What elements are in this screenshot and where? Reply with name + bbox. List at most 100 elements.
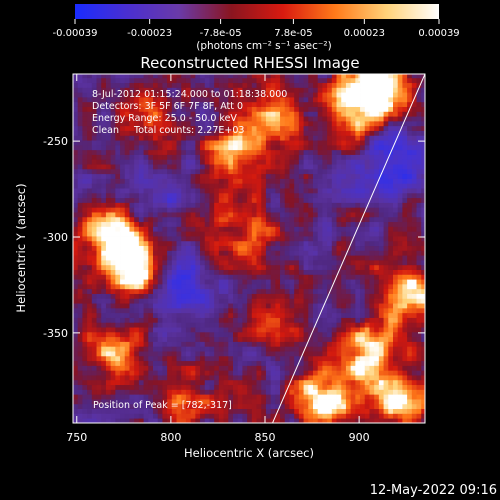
heatmap-cell: [120, 178, 126, 184]
heatmap-cell: [364, 125, 370, 131]
heatmap-cell: [171, 231, 177, 237]
heatmap-cell: [289, 418, 295, 423]
heatmap-cell: [204, 221, 210, 227]
heatmap-cell: [350, 303, 356, 309]
heatmap-cell: [289, 116, 295, 122]
heatmap-cell: [82, 164, 88, 170]
heatmap-cell: [280, 346, 286, 352]
heatmap-cell: [181, 303, 187, 309]
heatmap-cell: [280, 303, 286, 309]
heatmap-cell: [96, 159, 102, 165]
heatmap-cell: [388, 327, 394, 333]
heatmap-cell: [73, 130, 79, 136]
heatmap-cell: [233, 283, 239, 290]
heatmap-cell: [120, 327, 126, 333]
heatmap-cell: [256, 197, 262, 203]
heatmap-cell: [171, 403, 177, 410]
heatmap-cell: [298, 240, 304, 247]
heatmap-cell: [270, 384, 276, 390]
heatmap-cell: [185, 283, 192, 290]
heatmap-cell: [110, 384, 116, 390]
heatmap-cell: [157, 365, 163, 371]
heatmap-cell: [162, 207, 168, 213]
heatmap-cell: [181, 192, 187, 199]
heatmap-cell: [181, 226, 187, 232]
heatmap-cell: [195, 365, 201, 371]
heatmap-cell: [336, 274, 342, 280]
heatmap-cell: [190, 399, 196, 405]
heatmap-cell: [200, 82, 206, 88]
heatmap-cell: [157, 360, 163, 366]
heatmap-cell: [275, 116, 281, 122]
heatmap-cell: [308, 226, 314, 232]
heatmap-cell: [124, 307, 130, 314]
heatmap-cell: [378, 236, 384, 242]
heatmap-cell: [345, 346, 352, 352]
heatmap-cell: [129, 288, 135, 294]
heatmap-cell: [176, 274, 182, 280]
heatmap-cell: [176, 327, 182, 333]
heatmap-cell: [369, 144, 375, 151]
heatmap-cell: [185, 370, 192, 376]
heatmap-cell: [120, 288, 126, 294]
heatmap-cell: [167, 399, 173, 405]
heatmap-cell: [364, 264, 370, 270]
heatmap-cell: [388, 74, 394, 79]
heatmap-cell: [383, 74, 389, 79]
heatmap-cell: [378, 250, 384, 256]
heatmap-cell: [280, 240, 286, 247]
heatmap-cell: [157, 149, 163, 155]
heatmap-cell: [148, 231, 154, 237]
heatmap-cell: [96, 370, 102, 376]
heatmap-cell: [364, 336, 370, 342]
heatmap-cell: [73, 418, 79, 423]
heatmap-cell: [181, 399, 187, 405]
heatmap-cell: [209, 360, 215, 366]
heatmap-cell: [129, 140, 135, 146]
heatmap-cell: [294, 317, 300, 323]
heatmap-cell: [77, 274, 83, 280]
heatmap-cell: [171, 130, 177, 136]
heatmap-cell: [256, 384, 262, 390]
heatmap-cell: [280, 168, 286, 175]
heatmap-cell: [284, 355, 290, 362]
heatmap-cell: [204, 288, 210, 294]
heatmap-cell: [82, 255, 88, 261]
heatmap-cell: [265, 351, 272, 357]
heatmap-cell: [105, 87, 112, 93]
heatmap-cell: [298, 82, 304, 88]
heatmap-cell: [223, 264, 229, 270]
heatmap-cell: [162, 135, 168, 141]
heatmap-cell: [355, 341, 361, 347]
heatmap-cell: [322, 82, 328, 88]
heatmap-cell: [120, 307, 126, 314]
heatmap-cell: [181, 173, 187, 179]
heatmap-cell: [82, 111, 88, 117]
heatmap-cell: [209, 336, 215, 342]
heatmap-cell: [265, 303, 272, 309]
heatmap-cell: [261, 101, 267, 107]
heatmap-cell: [115, 212, 121, 218]
heatmap-cell: [73, 87, 79, 93]
heatmap-cell: [313, 365, 319, 371]
heatmap-cell: [171, 236, 177, 242]
heatmap-cell: [96, 394, 102, 400]
heatmap-cell: [115, 264, 121, 270]
heatmap-cell: [82, 130, 88, 136]
heatmap-cell: [190, 135, 196, 141]
heatmap-cell: [115, 250, 121, 256]
heatmap-cell: [115, 245, 121, 251]
heatmap-cell: [200, 312, 206, 318]
heatmap-cell: [308, 250, 314, 256]
heatmap-cell: [383, 236, 389, 242]
heatmap-cell: [181, 255, 187, 261]
heatmap-cell: [200, 355, 206, 362]
heatmap-cell: [200, 370, 206, 376]
heatmap-cell: [308, 408, 314, 414]
heatmap-cell: [294, 216, 300, 223]
heatmap-cell: [350, 365, 356, 371]
heatmap-cell: [129, 399, 135, 405]
heatmap-cell: [105, 317, 112, 323]
heatmap-cell: [228, 231, 234, 237]
heatmap-cell: [73, 403, 79, 410]
